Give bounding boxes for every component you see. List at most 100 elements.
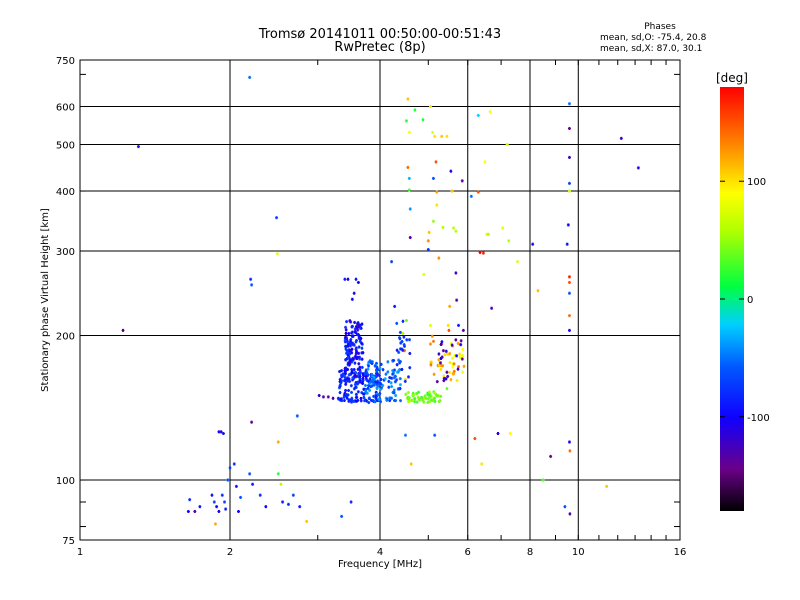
data-point-arm [357, 337, 361, 339]
data-point-arm [568, 513, 572, 515]
data-point-arm [441, 226, 445, 228]
data-point-arm [507, 240, 511, 242]
data-point-arm [354, 278, 358, 280]
data-point-arm [434, 161, 438, 163]
data-point-arm [354, 353, 358, 355]
data-point-arm [377, 398, 381, 400]
data-point-arm [437, 359, 441, 361]
data-point-arm [421, 119, 425, 121]
data-point-arm [359, 400, 363, 402]
data-point-arm [136, 146, 140, 148]
colorbar-tick-label: -100 [747, 413, 770, 424]
data-point-arm [404, 319, 408, 321]
data-point-arm [389, 382, 393, 384]
data-point-arm [359, 324, 363, 326]
data-point-arm [393, 305, 397, 307]
data-point-arm [437, 364, 441, 366]
data-point-arm [348, 353, 352, 355]
y-tick-label: 300 [56, 247, 75, 258]
data-point-arm [344, 326, 348, 328]
data-point-arm [345, 397, 349, 399]
y-tick-label: 400 [56, 187, 75, 198]
data-point-arm [346, 362, 350, 364]
data-point-arm [354, 341, 358, 343]
data-point-arm [228, 467, 232, 469]
data-point-arm [508, 433, 512, 435]
data-point-arm [392, 359, 396, 361]
data-point-arm [375, 383, 379, 385]
data-point-arm [350, 325, 354, 327]
data-point-arm [360, 323, 364, 325]
data-point-arm [541, 479, 545, 481]
data-point-arm [358, 358, 362, 360]
data-point-arm [383, 378, 387, 380]
data-point-arm [454, 272, 458, 274]
data-point-arm [565, 243, 569, 245]
data-point-arm [275, 253, 279, 255]
data-point-arm [408, 400, 412, 402]
data-point-arm [326, 396, 330, 398]
data-point-arm [371, 379, 375, 381]
data-point-arm [368, 389, 372, 391]
data-point-arm [357, 352, 361, 354]
data-point-arm [224, 508, 228, 510]
data-point-arm [343, 339, 347, 341]
data-point-arm [342, 400, 346, 402]
data-point-arm [342, 396, 346, 398]
data-point-arm [369, 399, 373, 401]
data-point-arm [426, 394, 430, 396]
data-point-arm [433, 135, 437, 137]
data-point-arm [449, 343, 453, 345]
data-point-arm [397, 370, 401, 372]
data-point-arm [442, 375, 446, 377]
data-point-arm [344, 383, 348, 385]
data-point-arm [358, 341, 362, 343]
data-point-arm [426, 392, 430, 394]
data-point-arm [250, 284, 254, 286]
data-point-arm [374, 370, 378, 372]
data-point-arm [374, 391, 378, 393]
data-point-arm [346, 356, 350, 358]
data-point-arm [375, 388, 379, 390]
data-point-arm [391, 370, 395, 372]
data-point-arm [567, 329, 571, 331]
data-point-arm [402, 344, 406, 346]
data-point-arm [431, 131, 435, 133]
data-point-arm [369, 381, 373, 383]
data-point-arm [442, 377, 446, 379]
data-point-arm [357, 335, 361, 337]
data-point-arm [350, 399, 354, 401]
data-point-arm [375, 381, 379, 383]
data-point-arm [401, 332, 405, 334]
data-point-arm [338, 371, 342, 373]
data-point-arm [392, 392, 396, 394]
data-point-arm [198, 506, 202, 508]
data-point-arm [367, 385, 371, 387]
data-point-arm [355, 323, 359, 325]
data-point-arm [358, 371, 362, 373]
data-point-arm [339, 374, 343, 376]
data-point-arm [353, 375, 357, 377]
data-point-arm [457, 366, 461, 368]
data-point-arm [567, 190, 571, 192]
data-point-arm [353, 362, 357, 364]
data-point-arm [368, 383, 372, 385]
data-point-arm [406, 376, 410, 378]
data-point-arm [354, 371, 358, 373]
data-point-arm [354, 348, 358, 350]
data-point-arm [353, 328, 357, 330]
data-point-arm [363, 373, 367, 375]
data-point-arm [407, 131, 411, 133]
data-point-arm [490, 307, 494, 309]
data-point-arm [413, 401, 417, 403]
data-point-arm [338, 381, 342, 383]
data-point-arm [505, 144, 509, 146]
data-point-arm [343, 376, 347, 378]
data-point-arm [355, 396, 359, 398]
data-point-arm [339, 398, 343, 400]
x-tick-label: 10 [572, 547, 585, 558]
data-point-arm [340, 370, 344, 372]
data-point-arm [366, 387, 370, 389]
data-point-arm [437, 257, 441, 259]
